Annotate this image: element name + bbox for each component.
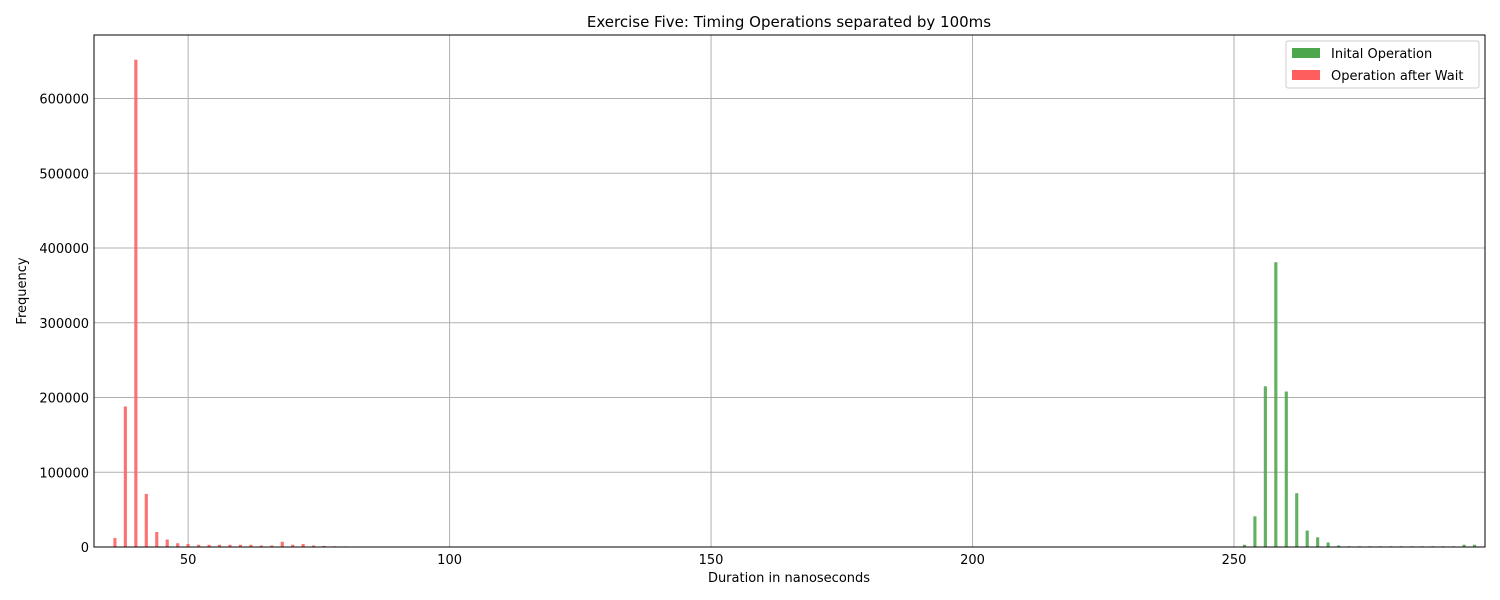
y-tick-label: 100000 <box>39 466 89 481</box>
y-tick-label: 600000 <box>39 93 89 108</box>
bar-series-0-x-294 <box>1462 544 1466 547</box>
bar-series-1-x-48 <box>176 543 180 547</box>
bar-series-0-x-296 <box>1472 544 1477 547</box>
bar-series-1-x-66 <box>270 545 274 547</box>
bar-series-1-x-46 <box>165 539 169 547</box>
bar-series-1-x-76 <box>322 545 326 547</box>
bar-series-0-x-262 <box>1295 493 1299 547</box>
bar-series-1-x-58 <box>228 544 232 547</box>
legend-swatch-inital-operation <box>1292 48 1320 58</box>
x-tick-label: 250 <box>1222 553 1247 568</box>
bar-series-1-x-36 <box>113 538 117 547</box>
bar-series-1-x-70 <box>291 544 295 547</box>
y-tick-label: 0 <box>81 541 89 556</box>
bar-series-1-x-60 <box>238 544 242 547</box>
bar-series-1-x-44 <box>155 532 159 547</box>
x-tick-label: 200 <box>960 553 985 568</box>
x-tick-label: 100 <box>437 553 462 568</box>
y-tick-label: 300000 <box>39 317 89 332</box>
bar-series-0-x-254 <box>1253 516 1257 547</box>
y-tick-label: 200000 <box>39 392 89 407</box>
y-tick-label: 400000 <box>39 242 89 257</box>
bars-layer <box>113 59 1477 547</box>
x-axis-ticks: 50 100 150 200 250 <box>180 553 1247 568</box>
bar-series-0-x-258 <box>1274 262 1278 547</box>
bar-series-0-x-266 <box>1316 537 1320 547</box>
bar-series-1-x-38 <box>123 406 127 547</box>
bar-series-0-x-260 <box>1284 391 1288 547</box>
y-axis-title: Frequency <box>15 257 30 324</box>
x-axis-title: Duration in nanoseconds <box>708 571 870 586</box>
bar-series-1-x-40 <box>134 59 138 547</box>
bar-series-1-x-72 <box>301 544 305 547</box>
bar-series-1-x-50 <box>186 544 190 547</box>
bar-series-1-x-68 <box>280 541 284 547</box>
legend-label-inital-operation: Inital Operation <box>1331 47 1432 62</box>
bar-series-1-x-62 <box>249 544 253 547</box>
bar-series-1-x-42 <box>144 493 148 547</box>
bar-series-1-x-74 <box>312 545 316 547</box>
legend: Inital Operation Operation after Wait <box>1285 40 1480 89</box>
y-axis-ticks: 0 100000 200000 300000 400000 500000 600000 <box>39 93 89 556</box>
legend-swatch-operation-after-wait <box>1292 70 1320 80</box>
bar-series-1-x-52 <box>197 544 201 547</box>
x-tick-label: 50 <box>180 553 197 568</box>
bar-series-1-x-54 <box>207 544 211 547</box>
bar-series-0-x-264 <box>1305 530 1309 547</box>
bar-series-0-x-252 <box>1242 544 1247 547</box>
legend-box <box>1285 40 1480 89</box>
chart-title: Exercise Five: Timing Operations separat… <box>587 13 991 31</box>
legend-label-operation-after-wait: Operation after Wait <box>1331 69 1463 84</box>
bar-series-0-x-270 <box>1337 545 1341 547</box>
x-tick-label: 150 <box>699 553 724 568</box>
bar-series-0-x-268 <box>1326 542 1330 547</box>
bar-series-1-x-64 <box>259 545 263 547</box>
bar-series-0-x-256 <box>1263 386 1267 547</box>
bar-series-1-x-56 <box>217 544 222 547</box>
plot-frame <box>93 34 1486 548</box>
y-tick-label: 500000 <box>39 167 89 182</box>
